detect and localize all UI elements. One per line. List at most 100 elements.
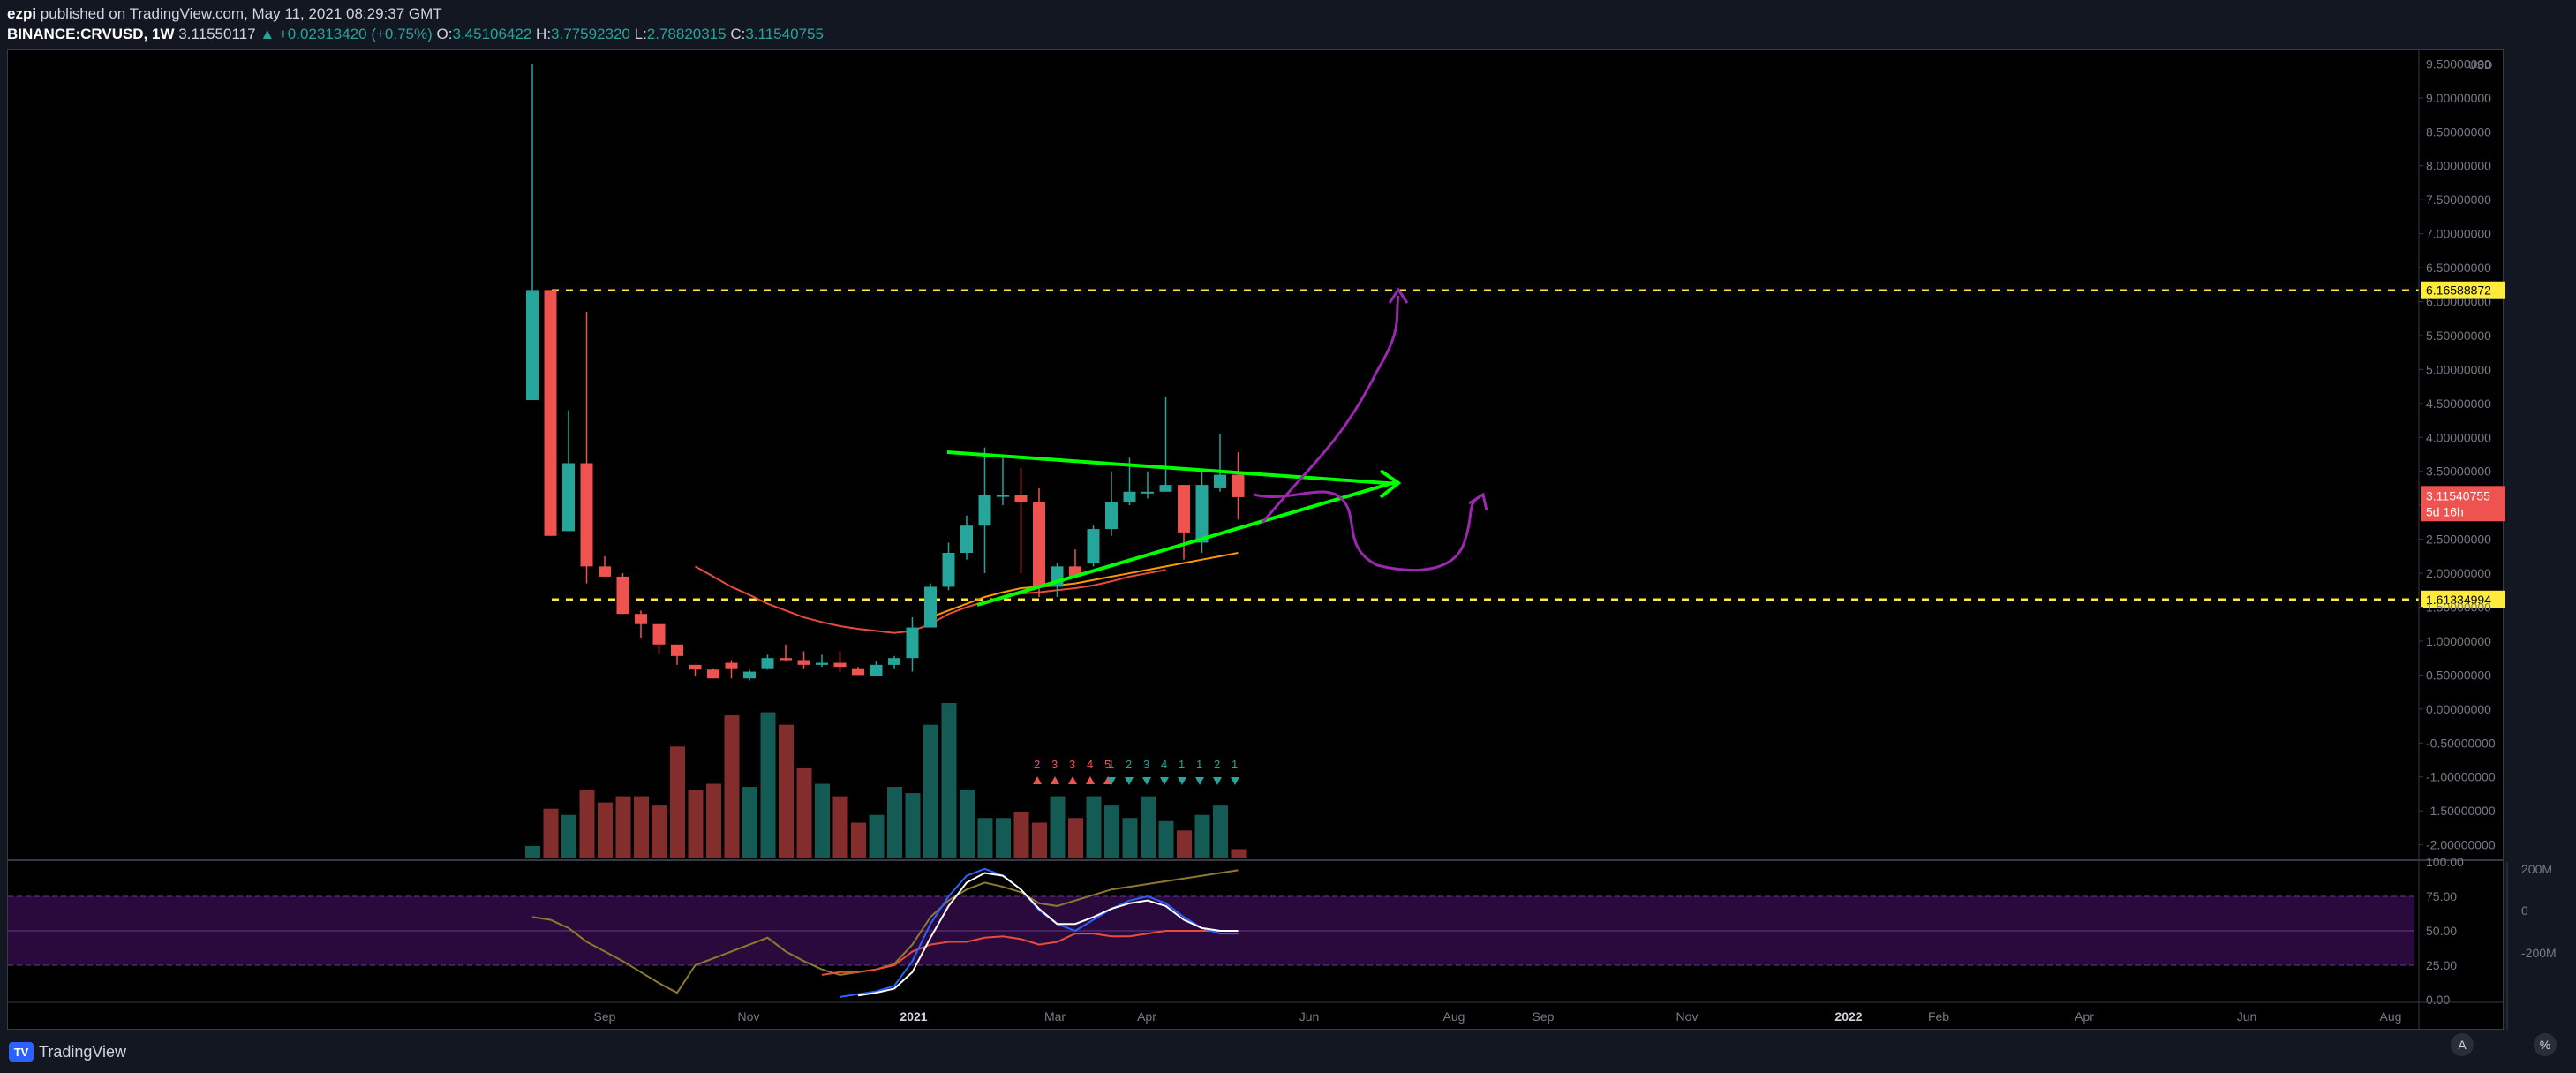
- currency-label: USD: [2468, 58, 2492, 72]
- td-up-arrow: [1086, 776, 1095, 784]
- bullish-projection-path: [1261, 295, 1400, 524]
- td-count-green: 1: [1232, 758, 1238, 771]
- oscillator-pane[interactable]: 100.00 75.00 50.00 25.00 0.00 200M 0 -200M: [8, 855, 2557, 1030]
- price-tick-label: 9.00000000: [2426, 91, 2491, 105]
- price-tick-label: 9.50000000: [2426, 57, 2491, 71]
- volume-bar: [779, 724, 794, 858]
- current-price-tag: [2421, 486, 2505, 522]
- level-price-label: 1.61334994: [2426, 593, 2491, 607]
- volume-bar: [543, 808, 559, 858]
- price-tick-label: -0.50000000: [2426, 736, 2496, 750]
- last-price: 3.11550117: [178, 26, 256, 42]
- osc-tick-label: 0.00: [2426, 993, 2450, 1007]
- td-down-arrow: [1142, 777, 1151, 785]
- stoch-k-line: [840, 867, 1239, 998]
- level-price-tag: [2421, 590, 2505, 608]
- td-down-arrow: [1195, 777, 1204, 785]
- volume-bar: [796, 767, 812, 858]
- price-change: +0.02313420 (+0.75%): [278, 26, 433, 42]
- time-axis[interactable]: Sep Nov 2021 Mar Apr Jun Aug Sep Nov 2022 Feb Apr Ju…: [8, 1001, 2504, 1024]
- td-up-arrow: [1051, 776, 1059, 784]
- current-price-label: 3.11540755: [2426, 488, 2490, 502]
- candle-body: [1105, 502, 1118, 530]
- time-tick-label: 2022: [1834, 1009, 1862, 1024]
- volume-bar: [652, 805, 667, 858]
- volume-bar: [1194, 814, 1210, 858]
- td-count-green: 1: [1196, 758, 1202, 771]
- price-axis[interactable]: 9.50000000 9.00000000 8.50000000 8.00000000…: [2418, 50, 2505, 1030]
- candle-body: [1069, 566, 1081, 577]
- time-tick-label: Nov: [738, 1009, 760, 1024]
- volume-bar: [960, 790, 975, 858]
- volume-tick-label: 200M: [2521, 862, 2552, 876]
- candle-body: [544, 290, 557, 536]
- price-tick-label: 5.50000000: [2426, 329, 2491, 343]
- published-text: published on TradingView.com, May 11, 20…: [40, 5, 442, 22]
- horizontal-levels[interactable]: 6.16588872 1.61334994: [552, 281, 2505, 608]
- osc-tick-label: 25.00: [2426, 958, 2457, 972]
- td-count-red: 2: [1034, 758, 1040, 771]
- footer-bar: TV TradingView A %: [0, 1033, 2576, 1073]
- tradingview-logo[interactable]: TV TradingView: [9, 1042, 126, 1062]
- candle-body: [1195, 485, 1209, 543]
- low-label: L:: [634, 26, 647, 42]
- time-tick-label: Aug: [1443, 1009, 1465, 1024]
- volume-bar: [760, 712, 776, 858]
- volume-bar: [1213, 805, 1228, 858]
- td-down-arrow: [1125, 777, 1134, 785]
- log-scale-button[interactable]: %: [2534, 1033, 2557, 1056]
- candle-body: [1159, 485, 1172, 492]
- volume-bar: [1086, 796, 1102, 858]
- descending-trendline: [946, 450, 1399, 486]
- td-down-arrow: [1178, 777, 1186, 785]
- candle-body: [1178, 485, 1190, 533]
- price-tick-label: 5.00000000: [2426, 362, 2491, 376]
- volume-tick-label: -200M: [2521, 946, 2557, 960]
- price-tick-label: 8.00000000: [2426, 159, 2491, 173]
- chart-header: ezpi published on TradingView.com, May 1…: [0, 0, 2576, 49]
- td-count-green: 1: [1179, 758, 1185, 771]
- volume-bar: [1068, 818, 1083, 858]
- volume-bar: [615, 796, 631, 858]
- price-tick-label: 0.00000000: [2426, 702, 2491, 716]
- apex-arrow-icon: [1379, 469, 1402, 499]
- price-tick-label: 2.50000000: [2426, 533, 2491, 547]
- brand-label: TradingView: [39, 1042, 127, 1061]
- price-tick-label: -1.00000000: [2426, 770, 2496, 784]
- auto-scale-button[interactable]: A: [2451, 1033, 2474, 1056]
- td-count-red: 3: [1069, 758, 1075, 771]
- candle-body: [978, 495, 991, 526]
- td-count-red: 5: [1104, 758, 1111, 771]
- candle-body: [1214, 474, 1226, 488]
- candle-body: [1141, 491, 1154, 494]
- td-sequential-counts: 2 3 3 4 51 2 3 4 1 1 2 1: [1033, 758, 1239, 785]
- candlesticks: [526, 64, 1245, 681]
- candle-body: [997, 495, 1009, 497]
- user-drawings[interactable]: [946, 287, 1488, 607]
- volume-bar: [815, 783, 830, 858]
- td-count-green: 1: [1108, 758, 1114, 771]
- td-count-green: 2: [1126, 758, 1132, 771]
- volume-bar: [923, 724, 938, 858]
- volume-bar: [1141, 796, 1156, 858]
- volume-bar: [869, 814, 885, 858]
- volume-bar: [1231, 849, 1247, 858]
- time-tick-label: Nov: [1676, 1009, 1699, 1024]
- alternate-arrow-icon: [1468, 492, 1488, 511]
- volume-bar: [1158, 820, 1174, 858]
- time-tick-label: Sep: [1533, 1009, 1555, 1024]
- chart-area[interactable]: [7, 49, 2504, 1030]
- publisher-name[interactable]: ezpi: [7, 5, 37, 22]
- open-value: 3.45106422: [452, 26, 532, 42]
- td-count-red: 4: [1087, 758, 1093, 771]
- symbol-label[interactable]: BINANCE:CRVUSD, 1W: [7, 26, 175, 42]
- low-value: 2.78820315: [646, 26, 727, 42]
- candle-body: [580, 463, 593, 567]
- volume-bar: [670, 746, 685, 858]
- td-count-green: 2: [1214, 758, 1220, 771]
- rsi-ma-line: [821, 930, 1239, 976]
- open-label: O:: [436, 26, 453, 42]
- price-tick-label: 7.00000000: [2426, 227, 2491, 241]
- td-up-arrow: [1068, 776, 1077, 784]
